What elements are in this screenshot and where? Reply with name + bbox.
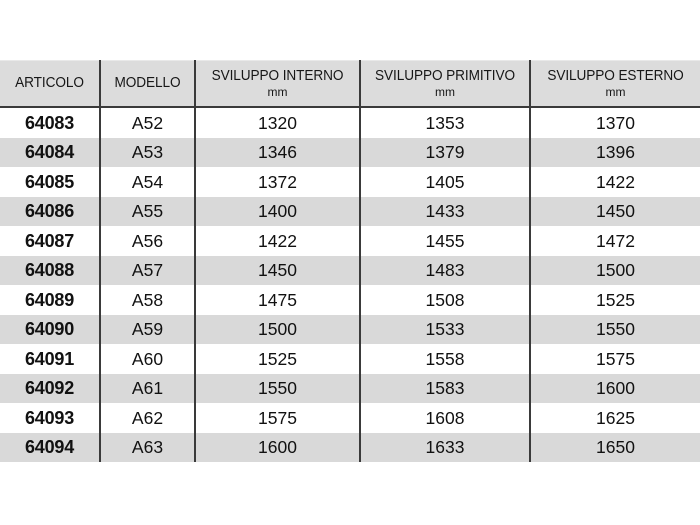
cell-esterno: 1600: [530, 373, 700, 403]
cell-interno: 1320: [195, 107, 361, 138]
cell-modello: A59: [100, 314, 196, 344]
cell-esterno: 1625: [530, 403, 700, 433]
cell-articolo: 64086: [0, 196, 101, 226]
cell-articolo: 64084: [0, 137, 101, 167]
table-row: 64093 A62 1575 1608 1625: [0, 403, 700, 433]
table-row: 64094 A63 1600 1633 1650: [0, 432, 700, 462]
column-header-sviluppo-esterno: SVILUPPO ESTERNO mm: [530, 60, 700, 108]
cell-esterno: 1650: [530, 432, 700, 462]
cell-interno: 1450: [195, 255, 361, 285]
cell-primitivo: 1558: [360, 344, 531, 374]
cell-articolo: 64093: [0, 403, 101, 433]
column-header-sviluppo-primitivo-label: SVILUPPO PRIMITIVO: [375, 67, 515, 84]
table-row: 64091 A60 1525 1558 1575: [0, 344, 700, 374]
table-body: 64083 A52 1320 1353 1370 64084 A53 1346 1379 1396…: [0, 107, 700, 462]
cell-primitivo: 1405: [360, 167, 531, 197]
cell-primitivo: 1433: [360, 196, 531, 226]
cell-articolo: 64094: [0, 432, 101, 462]
cell-articolo: 64091: [0, 344, 101, 374]
cell-interno: 1422: [195, 226, 361, 256]
cell-modello: A62: [100, 403, 196, 433]
cell-primitivo: 1608: [360, 403, 531, 433]
specification-table: ARTICOLO MODELLO SVILUPPO INTERNO mm SVI…: [0, 60, 700, 462]
cell-articolo: 64088: [0, 255, 101, 285]
cell-esterno: 1525: [530, 285, 700, 315]
cell-interno: 1372: [195, 167, 361, 197]
cell-esterno: 1450: [530, 196, 700, 226]
column-header-articolo: ARTICOLO: [0, 60, 101, 108]
cell-modello: A61: [100, 373, 196, 403]
table-row: 64087 A56 1422 1455 1472: [0, 226, 700, 256]
cell-articolo: 64087: [0, 226, 101, 256]
cell-interno: 1346: [195, 137, 361, 167]
cell-primitivo: 1483: [360, 255, 531, 285]
table-row: 64083 A52 1320 1353 1370: [0, 107, 700, 138]
cell-articolo: 64092: [0, 373, 101, 403]
cell-modello: A63: [100, 432, 196, 462]
cell-articolo: 64089: [0, 285, 101, 315]
cell-esterno: 1422: [530, 167, 700, 197]
column-header-sviluppo-interno-unit: mm: [267, 84, 288, 99]
cell-interno: 1475: [195, 285, 361, 315]
table-row: 64090 A59 1500 1533 1550: [0, 314, 700, 344]
cell-interno: 1600: [195, 432, 361, 462]
column-header-sviluppo-primitivo-unit: mm: [435, 84, 455, 99]
cell-primitivo: 1583: [360, 373, 531, 403]
cell-esterno: 1370: [530, 107, 700, 138]
cell-modello: A53: [100, 137, 196, 167]
spec-table-container: ARTICOLO MODELLO SVILUPPO INTERNO mm SVI…: [0, 60, 700, 462]
cell-interno: 1525: [195, 344, 361, 374]
column-header-sviluppo-esterno-label: SVILUPPO ESTERNO: [547, 67, 684, 84]
column-header-sviluppo-interno-label: SVILUPPO INTERNO: [211, 67, 344, 84]
cell-interno: 1550: [195, 373, 361, 403]
cell-primitivo: 1379: [360, 137, 531, 167]
table-header: ARTICOLO MODELLO SVILUPPO INTERNO mm SVI…: [0, 60, 700, 108]
cell-primitivo: 1533: [360, 314, 531, 344]
cell-esterno: 1500: [530, 255, 700, 285]
cell-modello: A55: [100, 196, 196, 226]
table-row: 64084 A53 1346 1379 1396: [0, 137, 700, 167]
column-header-articolo-label: ARTICOLO: [15, 75, 84, 91]
column-header-sviluppo-interno: SVILUPPO INTERNO mm: [195, 60, 361, 108]
cell-interno: 1500: [195, 314, 361, 344]
cell-interno: 1400: [195, 196, 361, 226]
table-row: 64089 A58 1475 1508 1525: [0, 285, 700, 315]
cell-primitivo: 1633: [360, 432, 531, 462]
table-row: 64086 A55 1400 1433 1450: [0, 196, 700, 226]
cell-articolo: 64083: [0, 107, 101, 138]
cell-primitivo: 1353: [360, 107, 531, 138]
cell-primitivo: 1455: [360, 226, 531, 256]
cell-interno: 1575: [195, 403, 361, 433]
cell-modello: A56: [100, 226, 196, 256]
cell-articolo: 64085: [0, 167, 101, 197]
table-row: 64088 A57 1450 1483 1500: [0, 255, 700, 285]
cell-modello: A57: [100, 255, 196, 285]
column-header-modello-label: MODELLO: [114, 75, 181, 91]
cell-esterno: 1396: [530, 137, 700, 167]
table-header-row: ARTICOLO MODELLO SVILUPPO INTERNO mm SVI…: [0, 60, 700, 108]
cell-primitivo: 1508: [360, 285, 531, 315]
cell-articolo: 64090: [0, 314, 101, 344]
cell-esterno: 1575: [530, 344, 700, 374]
column-header-sviluppo-primitivo: SVILUPPO PRIMITIVO mm: [360, 60, 531, 108]
table-row: 64085 A54 1372 1405 1422: [0, 167, 700, 197]
cell-esterno: 1550: [530, 314, 700, 344]
cell-modello: A60: [100, 344, 196, 374]
column-header-sviluppo-esterno-unit: mm: [605, 84, 626, 99]
cell-modello: A54: [100, 167, 196, 197]
cell-esterno: 1472: [530, 226, 700, 256]
column-header-modello: MODELLO: [100, 60, 196, 108]
table-row: 64092 A61 1550 1583 1600: [0, 373, 700, 403]
cell-modello: A58: [100, 285, 196, 315]
cell-modello: A52: [100, 107, 196, 138]
